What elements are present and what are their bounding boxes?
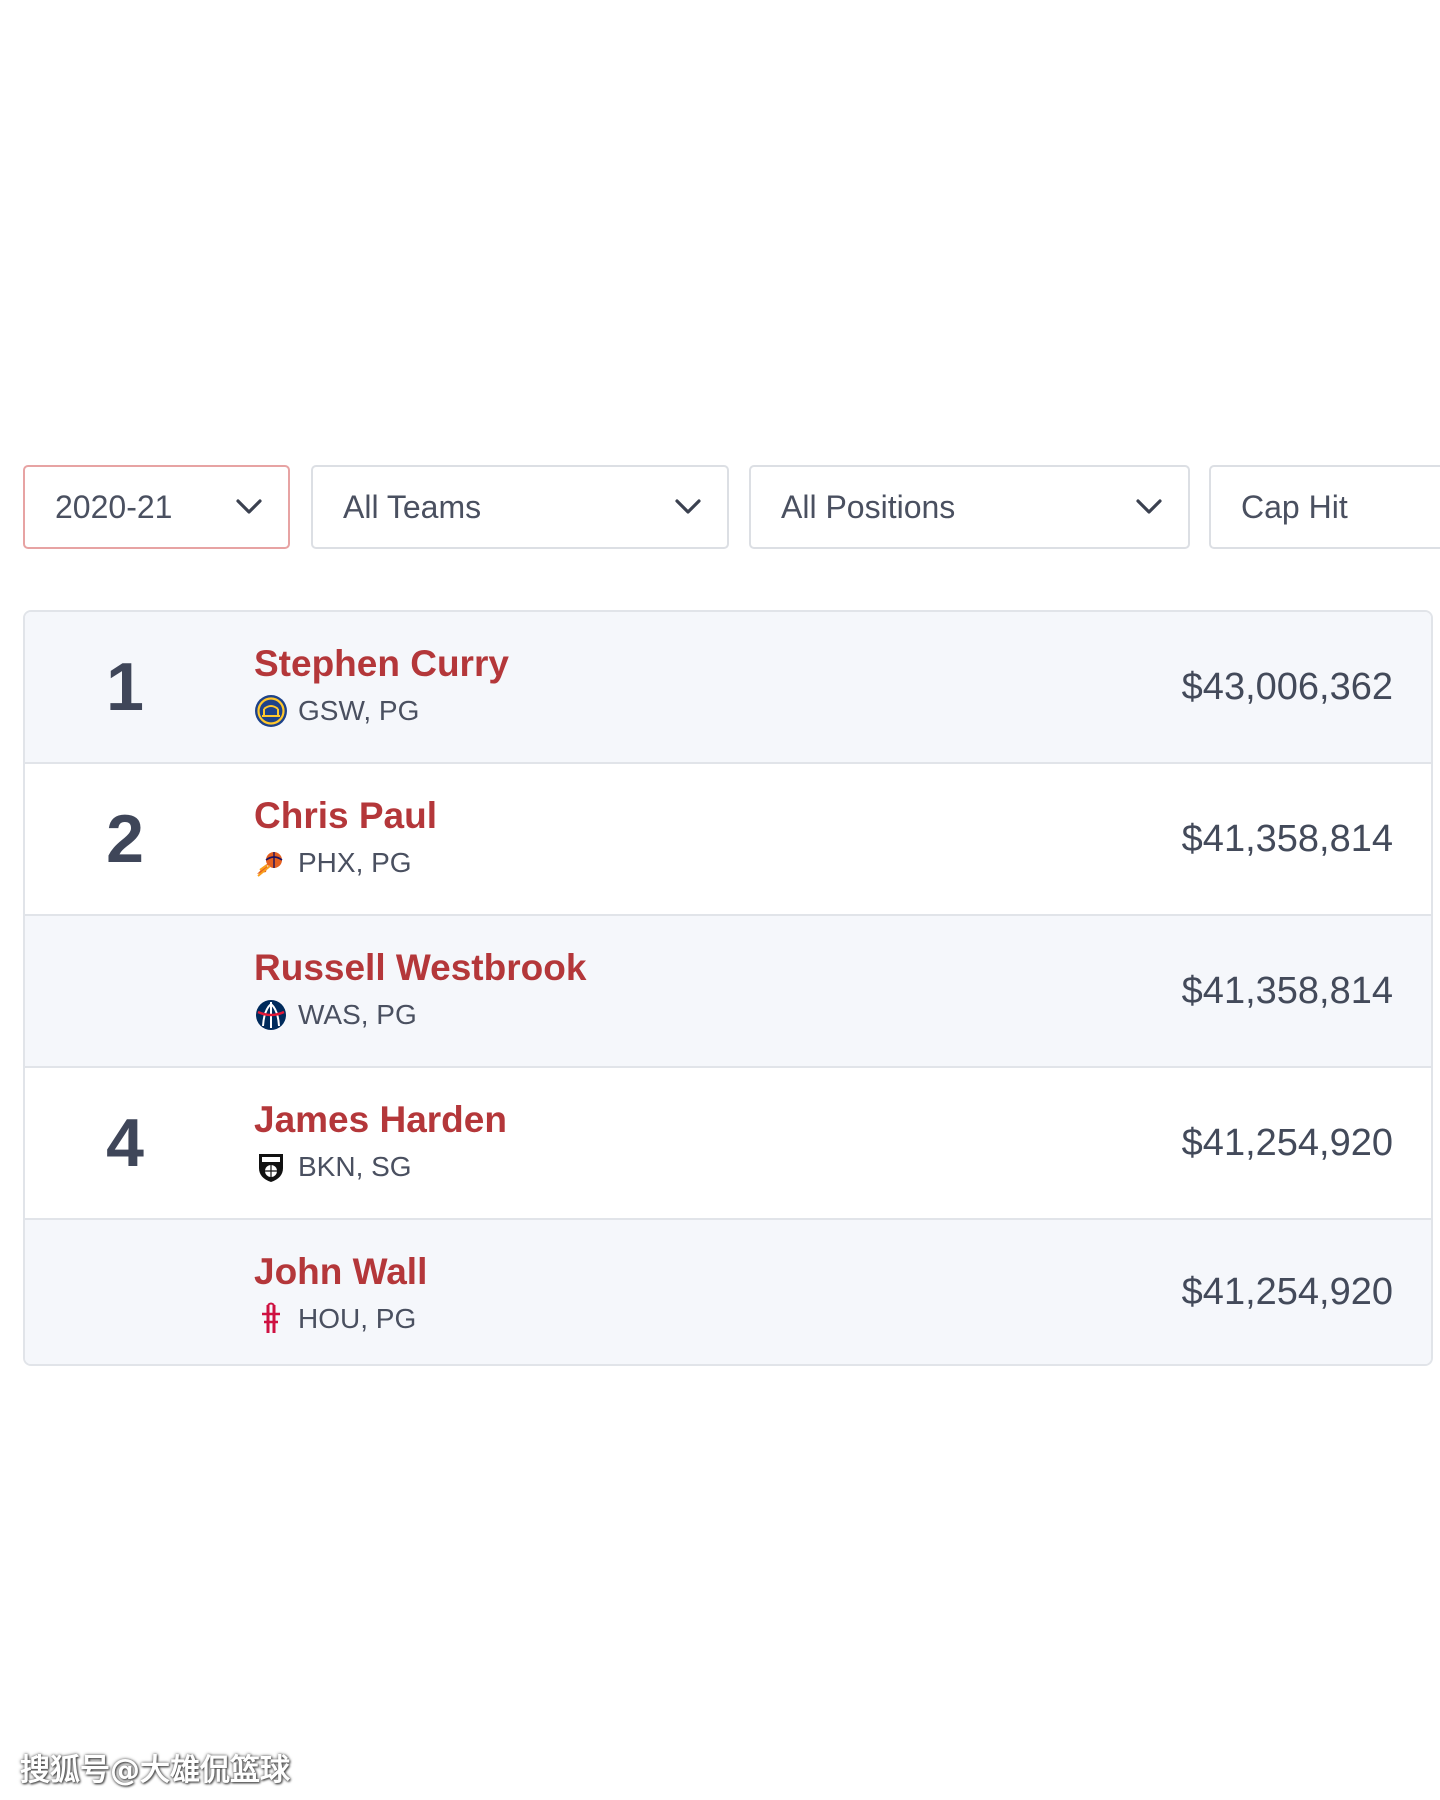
table-row[interactable]: 2 Chris Paul PHX, PG $41,358,814 [25,764,1431,916]
cap-hit-value: $41,254,920 [1181,1121,1393,1164]
player-meta: GSW, PG [254,694,509,728]
player-name-link[interactable]: Chris Paul [254,795,437,836]
suns-logo-icon [257,852,283,877]
table-row[interactable]: Russell Westbrook WAS, PG $41,358,814 [25,916,1431,1068]
wizards-logo-icon [256,1000,286,1030]
position-select-value: All Positions [781,488,956,525]
player-cell: James Harden BKN, SG [254,1098,507,1184]
rank-number: 4 [106,1105,144,1181]
player-team-position: GSW, PG [298,695,420,726]
player-name-link[interactable]: James Harden [254,1099,507,1140]
player-cell: Russell Westbrook WAS, PG [254,946,586,1032]
player-cell: John Wall HOU, PG [254,1250,427,1336]
rank-number: 2 [106,801,144,877]
player-cell: Chris Paul PHX, PG [254,794,437,880]
player-name-link[interactable]: Russell Westbrook [254,947,587,988]
season-select-value: 2020-21 [55,488,173,525]
position-select[interactable]: All Positions [749,465,1190,549]
player-team-position: HOU, PG [298,1303,417,1334]
player-meta: HOU, PG [254,1302,427,1336]
cap-hit-value: $43,006,362 [1181,665,1393,708]
warriors-logo-icon [255,695,287,727]
watermark: 搜狐号@大雄侃篮球 [20,1753,290,1788]
chevron-down-icon [675,499,701,514]
table-row[interactable]: 4 James Harden BKN, SG $41,254,920 [25,1068,1431,1220]
team-select[interactable]: All Teams [311,465,729,549]
cap-hit-value: $41,358,814 [1181,969,1393,1012]
player-team-position: PHX, PG [298,847,412,878]
chevron-down-icon [1136,499,1162,514]
player-team-position: BKN, SG [298,1151,412,1182]
player-team-position: WAS, PG [298,999,417,1030]
cap-hit-value: $41,358,814 [1181,817,1393,860]
player-cell: Stephen Curry GSW, PG [254,642,509,728]
player-name-link[interactable]: Stephen Curry [254,643,509,684]
filter-bar: 2020-21 All Teams All Positions Cap Hit [23,465,1440,551]
rockets-logo-icon [262,1302,280,1333]
chevron-down-icon [236,499,262,514]
rank-number: 1 [106,649,144,725]
table-row[interactable]: John Wall HOU, PG $41,254,920 [25,1220,1431,1364]
season-select[interactable]: 2020-21 [23,465,290,549]
player-meta: PHX, PG [254,846,437,880]
player-meta: WAS, PG [254,998,586,1032]
nets-logo-icon [259,1154,283,1182]
player-name-link[interactable]: John Wall [254,1251,428,1292]
team-select-value: All Teams [343,488,482,525]
rank-number [65,916,185,1066]
table-row[interactable]: 1 Stephen Curry GSW, PG $43,006,362 [25,612,1431,764]
metric-select-value: Cap Hit [1241,488,1348,525]
player-meta: BKN, SG [254,1150,507,1184]
rank-number [65,1220,185,1364]
cap-hit-value: $41,254,920 [1181,1270,1393,1313]
metric-select[interactable]: Cap Hit [1209,465,1440,549]
salary-table: 1 Stephen Curry GSW, PG $43,006,362 2 Ch… [23,610,1433,1366]
